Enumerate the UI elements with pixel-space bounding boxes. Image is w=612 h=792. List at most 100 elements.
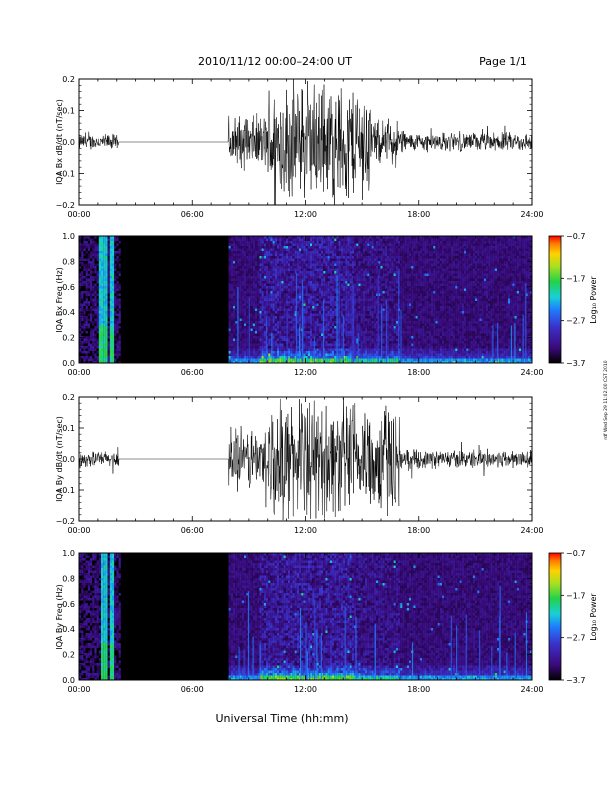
spectrogram-cell — [369, 261, 372, 264]
spectrogram-cell — [371, 288, 374, 291]
spectrogram-cell — [83, 328, 86, 331]
spectrogram-cell — [393, 308, 396, 311]
spectrogram-cell — [316, 288, 319, 291]
spectrogram-cell — [248, 271, 251, 274]
spectrogram-cell — [365, 263, 368, 266]
spectrogram-cell — [354, 258, 357, 261]
spectrogram-cell — [246, 333, 249, 336]
spectrogram-cell — [279, 266, 282, 269]
spectrogram-cell — [360, 266, 363, 269]
spectrogram-cell — [288, 241, 291, 244]
spectrogram-cell — [259, 271, 262, 274]
spectrogram-cell — [228, 276, 231, 279]
spectrogram-cell — [92, 251, 95, 254]
spectrogram-cell — [343, 323, 346, 326]
spectrogram-cell — [323, 316, 326, 319]
spectrogram-cell — [235, 286, 238, 289]
spectrogram-cell — [332, 311, 335, 314]
spectrogram-cell — [272, 321, 275, 324]
spectrogram-cell — [114, 318, 117, 321]
spectrogram-cell — [230, 236, 233, 239]
spectrogram-cell — [83, 308, 86, 311]
spectrogram-cell — [105, 328, 108, 331]
spectrogram-cell — [382, 338, 385, 341]
spectrogram-cell — [373, 338, 376, 341]
spectrogram-cell — [79, 273, 82, 276]
spectrogram-cell — [325, 328, 328, 331]
spectrogram-cell — [250, 326, 253, 329]
spectrogram-cell — [241, 331, 244, 334]
spectrogram-cell — [96, 253, 99, 256]
spectrogram-cell — [277, 311, 280, 314]
spectrogram-cell — [310, 261, 313, 264]
spectrogram-cell — [307, 311, 310, 314]
spectrogram-cell — [281, 248, 284, 251]
spectrogram-cell — [387, 266, 390, 269]
spectrogram-cell — [299, 296, 302, 299]
spectrogram-cell — [307, 298, 310, 301]
spectrogram-cell — [239, 323, 242, 326]
spectrogram-cell — [312, 353, 315, 356]
spectrogram-cell — [314, 281, 317, 284]
spectrogram-cell — [79, 358, 82, 361]
spectrogram-cell — [268, 346, 271, 349]
spectrogram-cell — [244, 346, 247, 349]
spectrogram-cell — [340, 326, 343, 329]
spectrogram-cell — [367, 273, 370, 276]
spectrogram-cell — [310, 351, 313, 354]
spectrogram-cell — [248, 256, 251, 259]
spectrogram-cell — [327, 241, 330, 244]
spectrogram-cell — [296, 296, 299, 299]
spectrogram-cell — [235, 281, 238, 284]
spectrogram-cell — [318, 243, 321, 246]
spectrogram-cell — [301, 278, 304, 281]
spectrogram-cell — [395, 291, 398, 294]
spectrogram-cell — [81, 261, 84, 264]
spectrogram-cell — [239, 293, 242, 296]
spectrogram-cell — [235, 356, 238, 359]
spectrogram-cell — [235, 236, 238, 239]
spectrogram-cell — [316, 258, 319, 261]
spectrogram-cell — [332, 283, 335, 286]
spectrogram-cell — [354, 358, 357, 361]
spectrogram-cell — [257, 283, 260, 286]
spectrogram-cell — [101, 303, 104, 306]
spectrogram-cell — [336, 241, 339, 244]
spectrogram-cell — [305, 246, 308, 249]
spectrogram-cell — [79, 341, 82, 344]
spectrogram-cell — [382, 361, 385, 364]
spectrogram-cell — [336, 258, 339, 261]
spectrogram-cell — [360, 306, 363, 309]
spectrogram-cell — [281, 306, 284, 309]
spectrogram-cell — [272, 273, 275, 276]
spectrogram-cell — [316, 336, 319, 339]
spectrogram-cell — [292, 333, 295, 336]
spectrogram-cell — [239, 353, 242, 356]
spectrogram-cell — [327, 303, 330, 306]
spectrogram-cell — [367, 278, 370, 281]
spectrogram-cell — [316, 338, 319, 341]
spectrogram-cell — [362, 258, 365, 261]
spectrogram-cell — [312, 276, 315, 279]
spectrogram-cell — [327, 311, 330, 314]
spectrogram-cell — [376, 333, 379, 336]
spectrogram-cell — [266, 248, 269, 251]
spectrogram-cell — [312, 311, 315, 314]
spectrogram-cell — [288, 261, 291, 264]
spectrogram-cell — [233, 251, 236, 254]
spectrogram-cell — [103, 358, 106, 361]
spectrogram-cell — [301, 268, 304, 271]
spectrogram-cell — [252, 336, 255, 339]
spectrogram-cell — [290, 333, 293, 336]
spectrogram-cell — [250, 251, 253, 254]
spectrogram-cell — [389, 348, 392, 351]
spectrogram-cell — [281, 278, 284, 281]
spectrogram-cell — [279, 328, 282, 331]
spectrogram-cell — [263, 298, 266, 301]
spectrogram-cell — [389, 278, 392, 281]
spectrogram-cell — [277, 301, 280, 304]
spectrogram-cell — [290, 271, 293, 274]
spectrogram-cell — [305, 336, 308, 339]
spectrogram-cell — [292, 288, 295, 291]
spectrogram-cell — [376, 236, 379, 239]
